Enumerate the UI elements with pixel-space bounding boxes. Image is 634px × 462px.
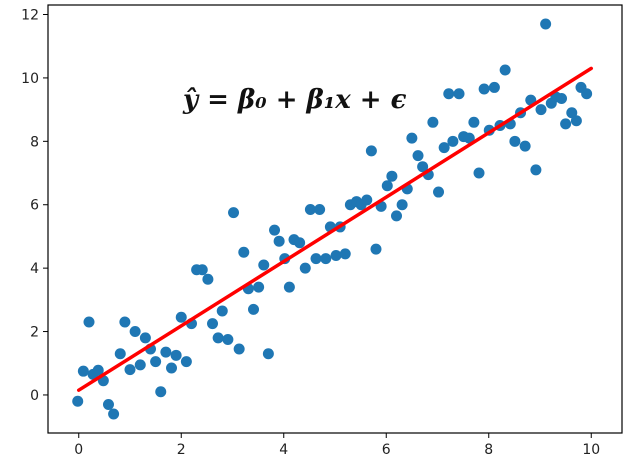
data-point-74 <box>447 135 459 147</box>
data-point-49 <box>320 253 332 265</box>
data-point-72 <box>438 142 450 154</box>
data-point-42 <box>283 281 295 293</box>
y-tick-label-4: 4 <box>30 261 39 277</box>
data-point-25 <box>196 264 208 276</box>
data-point-79 <box>473 167 485 179</box>
data-point-44 <box>294 237 306 249</box>
data-point-46 <box>304 203 316 215</box>
data-point-58 <box>365 145 377 157</box>
data-point-33 <box>238 246 250 258</box>
y-axis-ticks: 0 2 4 6 8 10 12 <box>21 8 48 404</box>
data-point-66 <box>406 132 418 144</box>
x-tick-label-4: 4 <box>279 442 288 458</box>
data-point-97 <box>566 107 578 119</box>
data-point-3 <box>83 316 95 328</box>
data-point-22 <box>180 356 192 368</box>
data-point-48 <box>314 203 326 215</box>
y-tick-label-10: 10 <box>21 71 39 87</box>
data-point-38 <box>262 348 274 360</box>
data-point-51 <box>330 249 342 261</box>
y-tick-label-2: 2 <box>30 325 39 341</box>
y-tick-label-6: 6 <box>30 198 39 214</box>
data-point-17 <box>155 386 167 398</box>
data-point-31 <box>228 207 240 219</box>
data-point-88 <box>519 140 531 152</box>
data-point-19 <box>166 362 178 374</box>
data-point-91 <box>535 104 547 116</box>
data-point-73 <box>443 88 455 100</box>
data-point-67 <box>412 150 424 162</box>
data-point-71 <box>433 186 445 198</box>
regression-line <box>77 66 593 392</box>
data-point-20 <box>170 349 182 361</box>
x-tick-label-2: 2 <box>177 442 186 458</box>
data-point-86 <box>509 135 521 147</box>
data-point-80 <box>478 83 490 95</box>
data-point-98 <box>570 115 582 127</box>
data-point-96 <box>560 118 572 130</box>
data-point-11 <box>124 364 136 376</box>
data-point-12 <box>129 326 141 338</box>
data-point-75 <box>453 88 465 100</box>
data-point-36 <box>253 281 265 293</box>
x-tick-label-0: 0 <box>74 442 83 458</box>
data-point-37 <box>258 259 270 271</box>
x-axis-ticks: 0 2 4 6 8 10 <box>74 433 600 458</box>
data-point-47 <box>310 253 322 265</box>
data-point-68 <box>417 161 429 173</box>
y-tick-label-0: 0 <box>30 388 39 404</box>
regression-equation: ŷ = β₀ + β₁x + ϵ <box>182 85 407 115</box>
y-tick-label-8: 8 <box>30 134 39 150</box>
data-point-16 <box>150 356 162 368</box>
data-point-84 <box>499 64 511 76</box>
data-point-40 <box>273 235 285 247</box>
data-point-90 <box>530 164 542 176</box>
data-point-35 <box>248 303 260 315</box>
data-point-45 <box>299 262 311 274</box>
data-point-2 <box>77 365 89 377</box>
data-point-26 <box>202 273 214 285</box>
data-point-5 <box>92 364 104 376</box>
data-point-14 <box>139 332 151 344</box>
data-point-92 <box>540 18 552 30</box>
data-point-77 <box>463 132 475 144</box>
data-point-30 <box>222 333 234 345</box>
data-point-100 <box>581 88 593 100</box>
x-tick-label-10: 10 <box>582 442 600 458</box>
axes-frame <box>47 4 623 434</box>
data-point-32 <box>233 343 245 355</box>
x-tick-label-8: 8 <box>484 442 493 458</box>
data-point-82 <box>488 81 500 93</box>
data-point-53 <box>339 248 351 260</box>
y-tick-label-12: 12 <box>21 8 39 24</box>
data-point-27 <box>207 318 219 330</box>
data-point-62 <box>386 170 398 182</box>
data-point-13 <box>134 359 146 371</box>
data-point-63 <box>391 210 402 222</box>
data-point-8 <box>108 408 120 420</box>
data-point-59 <box>370 243 382 255</box>
x-tick-label-6: 6 <box>382 442 391 458</box>
data-point-28 <box>212 332 224 344</box>
data-point-70 <box>427 116 439 128</box>
data-point-57 <box>361 194 373 206</box>
data-point-21 <box>175 311 187 323</box>
data-point-9 <box>114 348 126 360</box>
data-point-95 <box>556 93 568 105</box>
data-point-10 <box>119 316 131 328</box>
data-point-64 <box>396 199 408 211</box>
data-point-78 <box>468 116 480 128</box>
data-point-7 <box>102 398 114 410</box>
data-point-1 <box>72 395 84 407</box>
data-point-18 <box>160 346 172 358</box>
data-point-39 <box>269 224 281 236</box>
data-point-61 <box>381 180 393 192</box>
data-point-29 <box>216 305 228 317</box>
